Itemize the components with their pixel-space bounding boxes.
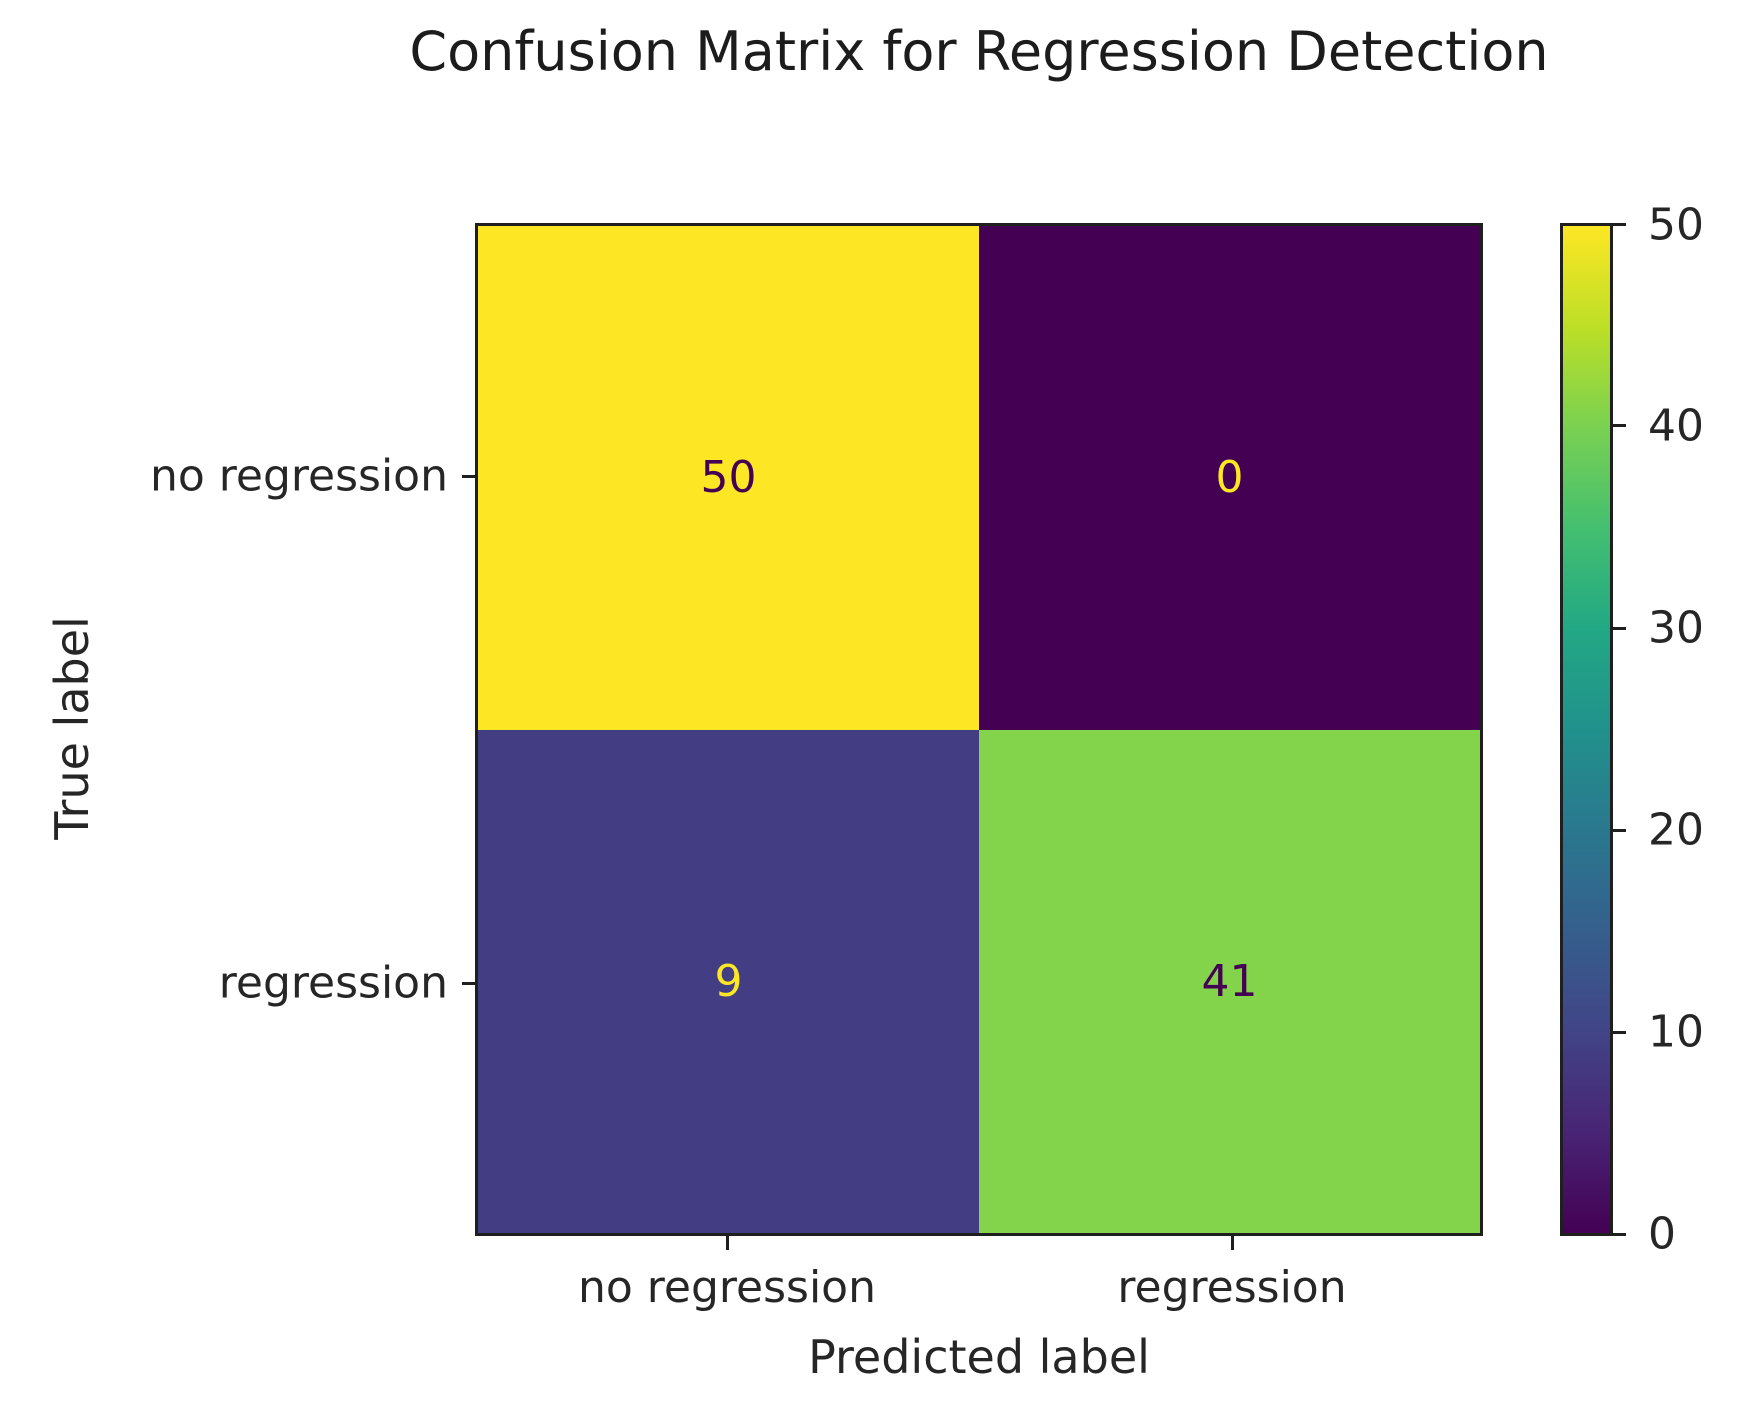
y-tick-mark-row1 bbox=[462, 475, 475, 478]
colorbar-tick-10 bbox=[1613, 1031, 1626, 1034]
x-axis-label: Predicted label bbox=[808, 1330, 1150, 1384]
colorbar-label-10: 10 bbox=[1648, 1006, 1704, 1058]
x-tick-mark-col2 bbox=[1231, 1236, 1234, 1250]
matrix-cell-true-negative: 50 bbox=[478, 226, 979, 730]
y-tick-label-no-regression: no regression bbox=[150, 450, 448, 502]
x-tick-label-regression: regression bbox=[1117, 1262, 1347, 1313]
colorbar-tick-30 bbox=[1613, 627, 1626, 630]
matrix-cell-false-negative: 9 bbox=[478, 729, 979, 1233]
matrix-cell-true-positive: 41 bbox=[979, 729, 1480, 1233]
colorbar-label-40: 40 bbox=[1648, 400, 1704, 452]
colorbar-label-0: 0 bbox=[1648, 1208, 1676, 1260]
matrix-cell-false-positive: 0 bbox=[979, 226, 1480, 730]
y-tick-label-regression: regression bbox=[218, 957, 448, 1009]
colorbar-tick-40 bbox=[1613, 424, 1626, 427]
heatmap-grid: 50 0 9 41 bbox=[475, 223, 1483, 1236]
colorbar bbox=[1560, 223, 1613, 1236]
chart-title: Confusion Matrix for Regression Detectio… bbox=[409, 20, 1549, 83]
colorbar-tick-20 bbox=[1613, 829, 1626, 832]
colorbar-label-50: 50 bbox=[1648, 199, 1704, 251]
colorbar-label-30: 30 bbox=[1648, 602, 1704, 654]
x-tick-label-no-regression: no regression bbox=[578, 1262, 876, 1313]
colorbar-tick-0 bbox=[1613, 1233, 1626, 1236]
colorbar-tick-50 bbox=[1613, 223, 1626, 226]
colorbar-label-20: 20 bbox=[1648, 804, 1704, 856]
y-tick-mark-row2 bbox=[462, 982, 475, 985]
y-axis-label: True label bbox=[45, 616, 99, 840]
x-tick-mark-col1 bbox=[726, 1236, 729, 1250]
